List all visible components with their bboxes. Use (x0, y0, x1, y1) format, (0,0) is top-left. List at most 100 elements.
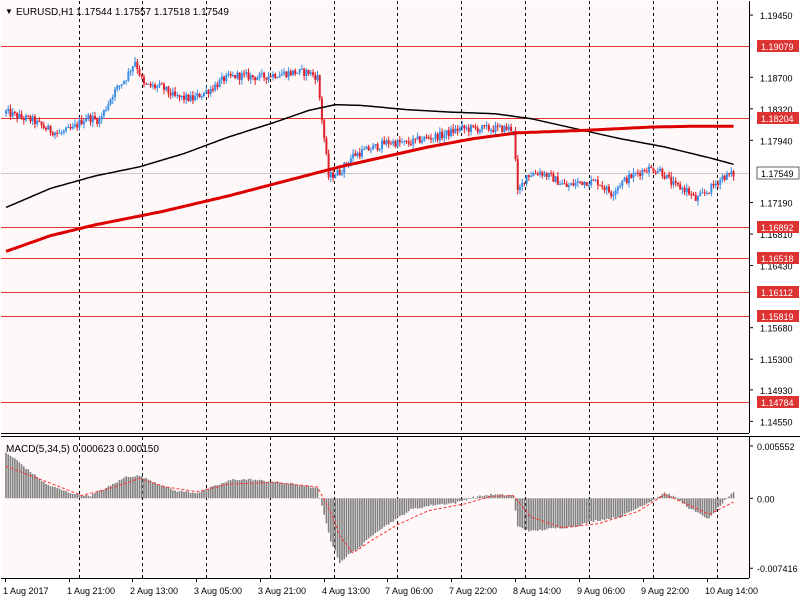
level-price-tag[interactable] (757, 310, 799, 322)
main-panel[interactable] (1, 1, 749, 433)
candle-up (567, 185, 570, 188)
macd-bar (476, 496, 479, 499)
macd-bar (670, 496, 673, 499)
symbol-menu-icon[interactable]: ▼ (5, 7, 13, 16)
macd-bar (599, 498, 601, 521)
candle-down (668, 174, 671, 177)
candle-down (654, 172, 657, 174)
macd-signal-line[interactable] (5, 465, 734, 554)
macd-bar (512, 495, 515, 499)
macd-bar (296, 484, 299, 499)
macd-bar (427, 498, 430, 507)
macd-bar (18, 462, 21, 499)
candle-up (116, 85, 119, 90)
candle-up (547, 173, 550, 178)
candle-up (343, 162, 346, 174)
macd-bar (579, 498, 581, 527)
current-price-tag[interactable] (756, 166, 800, 180)
macd-bar (683, 498, 686, 505)
candle-down (732, 171, 735, 177)
macd-bar (581, 498, 584, 525)
macd-bar (701, 498, 704, 516)
candle-down (238, 72, 241, 80)
candle-down (160, 83, 163, 85)
macd-bar (196, 493, 199, 499)
candle-down (636, 172, 639, 174)
macd-bar (276, 481, 279, 499)
macd-bar (717, 498, 719, 508)
level-price-tag[interactable] (757, 112, 799, 124)
level-price-tag[interactable] (757, 252, 799, 264)
macd-bar (38, 479, 41, 499)
level-price-text: 1.16892 (761, 223, 794, 233)
candle-up (539, 171, 541, 175)
macd-bar (23, 466, 25, 499)
candle-up (490, 129, 493, 131)
macd-bar (194, 492, 196, 499)
price-axis: 1.19450 1.18700 1.18320 1.17940 1.17190 1.168… (749, 11, 793, 427)
candle-down (572, 183, 575, 186)
macd-bar (209, 486, 212, 499)
macd-bar (198, 492, 201, 499)
x-tick-label: 8 Aug 14:00 (513, 586, 561, 596)
x-tick-label: 7 Aug 22:00 (449, 586, 497, 596)
macd-bar (58, 488, 61, 499)
candle-up (445, 130, 448, 135)
macd-bar (203, 489, 205, 499)
ma-slow-line[interactable] (5, 103, 734, 209)
macd-bar (379, 498, 381, 531)
candle-up (719, 179, 722, 185)
candle-up (60, 132, 63, 134)
macd-bar (637, 498, 639, 508)
candle-up (672, 181, 675, 185)
candle-down (142, 76, 145, 84)
macd-bar (563, 498, 566, 529)
candle-up (634, 172, 637, 174)
x-tick-label: 10 Aug 14:00 (705, 586, 758, 596)
macd-bar (634, 498, 637, 510)
macd-bar (490, 493, 492, 499)
candle-up (416, 136, 419, 140)
level-price-tag[interactable] (757, 396, 799, 408)
macd-bar (249, 478, 252, 499)
macd-bar (274, 481, 277, 499)
candle-down (49, 125, 52, 133)
candle-up (122, 80, 125, 85)
macd-bar (223, 482, 225, 499)
macd-bar (267, 481, 270, 499)
candle-up (209, 88, 212, 94)
candle-up (485, 125, 488, 127)
candle-up (67, 126, 70, 128)
candle-down (585, 181, 588, 186)
candle-down (652, 168, 655, 173)
candle-down (692, 194, 695, 196)
macd-bar (36, 476, 38, 499)
candle-down (80, 119, 83, 125)
candle-down (607, 186, 610, 193)
candle-up (114, 89, 117, 98)
level-price-text: 1.16518 (761, 254, 794, 264)
candle-down (563, 183, 566, 185)
macd-bar (25, 468, 27, 499)
candle-up (73, 124, 76, 127)
candle-down (345, 162, 348, 165)
macd-bar (265, 481, 268, 499)
macd-bar (294, 484, 297, 499)
level-price-tag[interactable] (757, 286, 799, 298)
macd-bar (481, 496, 483, 499)
candle-up (65, 127, 68, 131)
candle-up (470, 125, 473, 132)
level-price-tag[interactable] (757, 40, 799, 52)
ma-fast-line[interactable] (5, 124, 734, 253)
macd-bar (590, 498, 592, 522)
macd-bar (34, 474, 36, 499)
macd-bar (216, 485, 219, 499)
level-price-tag[interactable] (757, 221, 799, 233)
candle-up (710, 183, 713, 194)
candle-up (340, 173, 343, 175)
x-tick-label: 9 Aug 06:00 (577, 586, 625, 596)
y-tick-label: 1.17940 (760, 136, 793, 146)
macd-bar (534, 498, 537, 531)
macd-bar (672, 495, 675, 499)
candle-up (196, 93, 199, 96)
